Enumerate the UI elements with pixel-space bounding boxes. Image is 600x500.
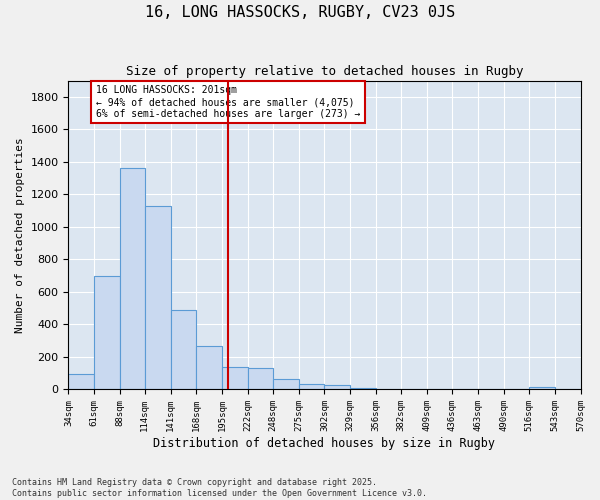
Bar: [350, 388, 376, 390]
Text: Contains HM Land Registry data © Crown copyright and database right 2025.
Contai: Contains HM Land Registry data © Crown c…: [12, 478, 427, 498]
Bar: [376, 388, 401, 390]
Y-axis label: Number of detached properties: Number of detached properties: [15, 137, 25, 333]
Bar: [248, 368, 273, 390]
Bar: [273, 379, 299, 390]
Bar: [170, 310, 196, 390]
Bar: [299, 384, 325, 390]
Bar: [68, 374, 94, 390]
Text: 16 LONG HASSOCKS: 201sqm
← 94% of detached houses are smaller (4,075)
6% of semi: 16 LONG HASSOCKS: 201sqm ← 94% of detach…: [96, 86, 361, 118]
Bar: [325, 384, 350, 390]
Bar: [196, 346, 222, 390]
Bar: [94, 276, 120, 390]
Bar: [529, 387, 555, 390]
X-axis label: Distribution of detached houses by size in Rugby: Distribution of detached houses by size …: [154, 437, 496, 450]
Bar: [120, 168, 145, 390]
Title: Size of property relative to detached houses in Rugby: Size of property relative to detached ho…: [126, 65, 523, 78]
Bar: [145, 206, 170, 390]
Text: 16, LONG HASSOCKS, RUGBY, CV23 0JS: 16, LONG HASSOCKS, RUGBY, CV23 0JS: [145, 5, 455, 20]
Bar: [452, 388, 478, 390]
Bar: [222, 366, 248, 390]
